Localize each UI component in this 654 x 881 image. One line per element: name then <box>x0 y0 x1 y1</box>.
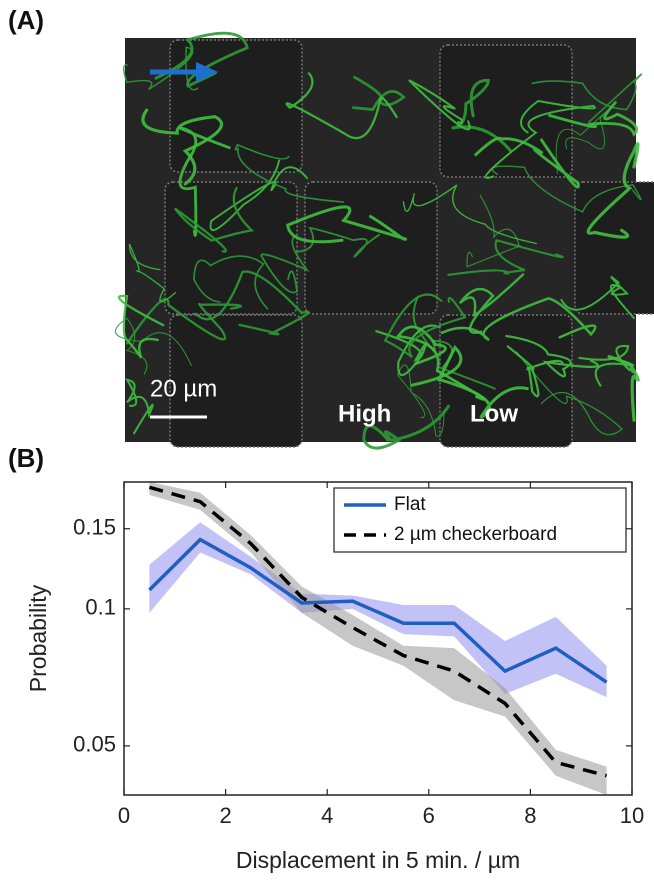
fibre <box>375 324 441 376</box>
square <box>574 181 654 315</box>
fibre <box>285 72 398 140</box>
region-label: High <box>338 400 391 427</box>
line <box>148 485 608 778</box>
fibre <box>295 226 381 258</box>
fibre <box>234 143 345 203</box>
microscopy-image: 20 µm High Low <box>114 31 654 450</box>
y-tick-label: 0.15 <box>73 515 116 540</box>
fibre <box>260 235 310 294</box>
fibre <box>408 79 471 131</box>
x-axis-label: Displacement in 5 min. / µm <box>236 847 520 873</box>
x-tick-label: 2 <box>219 803 231 828</box>
region-label: Low <box>470 400 518 427</box>
fibre <box>491 165 642 213</box>
square <box>169 314 303 448</box>
fibre <box>506 345 564 398</box>
x-tick-label: 10 <box>620 803 644 828</box>
square <box>169 39 303 173</box>
fibre <box>396 364 445 437</box>
fibre <box>531 73 643 123</box>
fibre <box>474 136 580 189</box>
fibre <box>560 275 635 320</box>
fibre <box>395 325 486 401</box>
x-tick-label: 4 <box>321 803 333 828</box>
fibre <box>451 78 513 153</box>
x-tick-label: 0 <box>118 803 130 828</box>
x-tick-label: 8 <box>524 803 536 828</box>
scale-bar-label: 20 µm <box>150 375 217 402</box>
x-tick-label: 6 <box>423 803 435 828</box>
error-band <box>149 482 607 795</box>
y-axis-label: Probability <box>25 584 51 692</box>
fibre <box>117 294 165 359</box>
axes-box <box>123 481 633 796</box>
panel-label: (A) <box>8 5 44 35</box>
fibre <box>383 293 467 358</box>
fibre <box>125 378 154 435</box>
fibre <box>286 205 408 244</box>
panel-label: (B) <box>8 443 44 473</box>
fibre <box>410 344 529 419</box>
fibre <box>447 239 564 276</box>
legend-label: Flat <box>394 494 426 515</box>
y-tick-label: 0.1 <box>85 595 116 620</box>
fibre <box>209 159 309 231</box>
legend-box <box>333 487 627 553</box>
fibre <box>440 297 597 342</box>
line <box>148 537 608 684</box>
error-band <box>149 522 607 698</box>
fibre <box>178 126 231 237</box>
fibre <box>505 334 599 378</box>
fibre <box>122 46 199 91</box>
fibre <box>125 297 242 345</box>
square <box>164 181 298 315</box>
fibre <box>362 404 451 450</box>
fibre <box>193 255 269 310</box>
fibre <box>555 109 609 174</box>
plot-area <box>148 482 608 795</box>
fibre <box>402 184 538 245</box>
fibre <box>548 101 638 137</box>
fibre <box>458 273 525 334</box>
fibre <box>516 351 624 436</box>
legend-label: 2 µm checkerboard <box>394 524 557 545</box>
fibre <box>586 142 640 239</box>
fibre <box>173 186 255 253</box>
fibre <box>141 108 224 186</box>
fibre <box>128 243 177 303</box>
y-tick-label: 0.05 <box>73 732 116 757</box>
square <box>439 44 573 178</box>
fibre <box>484 99 596 179</box>
arrow-head <box>196 62 218 82</box>
square <box>304 181 438 315</box>
fibre <box>578 344 635 387</box>
